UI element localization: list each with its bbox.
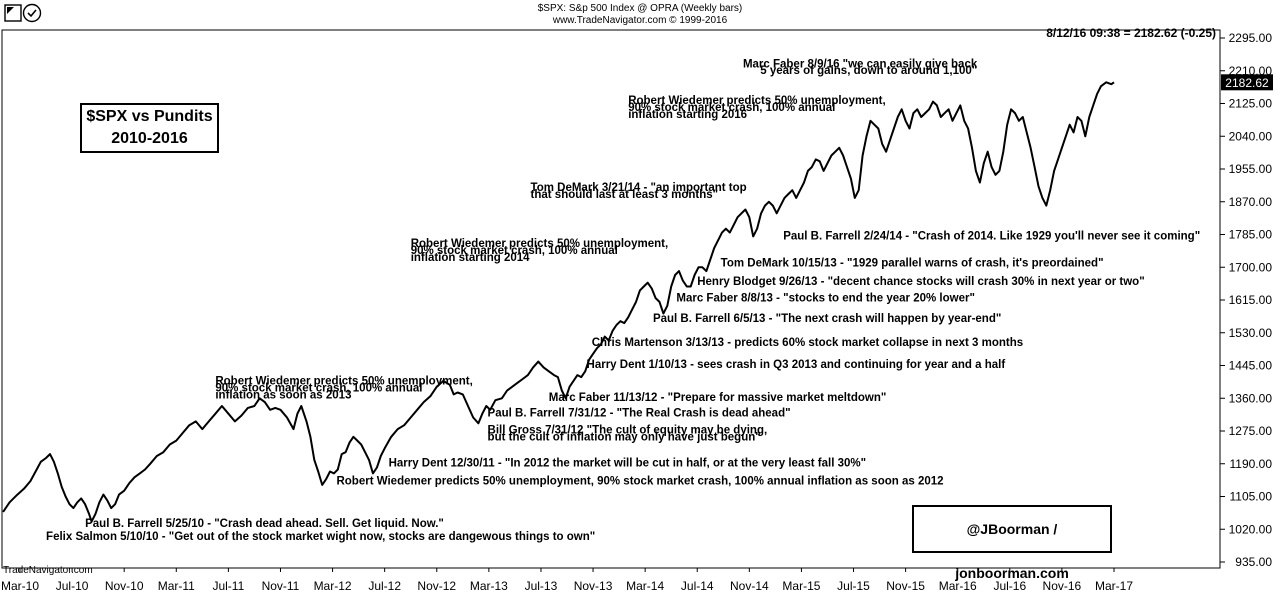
plot-frame xyxy=(1,29,1221,569)
y-tick-label: 2295.00 xyxy=(1229,31,1273,45)
annotation-layer: Felix Salmon 5/10/10 - "Get out of the s… xyxy=(46,58,1200,543)
pundit-annotation: Marc Faber 11/13/12 - "Prepare for massi… xyxy=(549,392,887,404)
x-tick-label: Nov-11 xyxy=(262,579,300,593)
y-tick-label: 935.00 xyxy=(1235,555,1272,569)
pundit-annotation: 90% stock market crash, 100% annual xyxy=(215,382,422,394)
x-tick-label: Mar-16 xyxy=(939,579,977,593)
last-price-tag-label: 2182.62 xyxy=(1225,76,1269,90)
y-tick-label: 1785.00 xyxy=(1229,228,1273,242)
x-axis: Mar-10 Jul-10 Nov-10 Mar-11 Jul-11 Nov-11 Mar-… xyxy=(1,568,1133,593)
window-corner-icon[interactable] xyxy=(4,4,22,22)
pundit-annotation: inflation starting 2014 xyxy=(411,252,530,264)
y-tick-label: 1530.00 xyxy=(1229,326,1273,340)
x-tick-label: Mar-14 xyxy=(626,579,664,593)
x-tick-label: Nov-15 xyxy=(886,579,925,593)
pundit-annotation: Robert Wiedemer predicts 50% unemploymen… xyxy=(628,95,885,107)
pundit-annotation: but the cult of inflation may only have … xyxy=(488,432,761,444)
pundit-annotation: Tom DeMark 10/15/13 - "1929 parallel war… xyxy=(721,257,1104,269)
x-tick-label: Nov-12 xyxy=(417,579,456,593)
tradenavigator-watermark: TradeNavigator.com xyxy=(3,565,93,576)
y-tick-label: 1955.00 xyxy=(1229,162,1273,176)
pundit-annotation: Bill Gross 7/31/12 "The cult of equity m… xyxy=(488,425,768,437)
y-tick-label: 1615.00 xyxy=(1229,293,1273,307)
x-tick-label: Jul-14 xyxy=(681,579,714,593)
chart-title: $SPX vs Pundits xyxy=(86,108,213,125)
author-handle-box: @JBoorman / jonboorman.com xyxy=(912,505,1112,581)
pundit-annotation: inflation as soon as 2013 xyxy=(215,389,351,401)
x-tick-label: Mar-15 xyxy=(782,579,820,593)
x-tick-label: Nov-13 xyxy=(574,579,613,593)
pundit-annotation: Robert Wiedemer predicts 50% unemploymen… xyxy=(411,238,668,250)
author-handle: @JBoorman / jonboorman.com xyxy=(955,521,1069,581)
pundit-annotation: that should last at least 3 months" xyxy=(531,189,719,201)
x-tick-label: Mar-17 xyxy=(1095,579,1133,593)
last-price-tag: 2182.62 xyxy=(1221,74,1273,91)
y-tick-label: 1105.00 xyxy=(1230,490,1273,504)
pundit-annotation: inflation starting 2016 xyxy=(628,109,747,121)
pundit-annotation: Paul B. Farrell 2/24/14 - "Crash of 2014… xyxy=(783,231,1200,243)
plot-border xyxy=(1,29,1221,569)
pundit-annotation: 90% stock market crash, 100% annual xyxy=(628,102,835,114)
x-tick-label: Jul-15 xyxy=(837,579,870,593)
y-tick-label: 1700.00 xyxy=(1229,260,1273,274)
y-tick-label: 1870.00 xyxy=(1229,195,1273,209)
y-tick-label: 1445.00 xyxy=(1229,359,1273,373)
x-tick-label: Jul-11 xyxy=(212,579,244,593)
chart-title-box: $SPX vs Pundits 2010-2016 xyxy=(80,103,219,153)
x-tick-label: Mar-12 xyxy=(314,579,352,593)
pundit-annotation: 5 years of gains, down to around 1,100" xyxy=(760,65,977,77)
last-price-tag-bg xyxy=(1221,74,1273,91)
check-circle-icon[interactable] xyxy=(22,3,42,23)
x-tick-label: Jul-16 xyxy=(993,579,1026,593)
x-tick-label: Nov-16 xyxy=(1043,579,1082,593)
x-tick-label: Mar-10 xyxy=(1,579,39,593)
pundit-annotation: Paul B. Farrell 7/31/12 - "The Real Cras… xyxy=(488,408,791,420)
pundit-annotation: Felix Salmon 5/10/10 - "Get out of the s… xyxy=(46,531,595,543)
y-tick-label: 1190.00 xyxy=(1230,457,1273,471)
x-tick-label: Nov-14 xyxy=(730,579,769,593)
y-tick-label: 2210.00 xyxy=(1229,64,1273,78)
x-tick-label: Mar-11 xyxy=(158,579,195,593)
y-tick-label: 1275.00 xyxy=(1229,424,1273,438)
pundit-annotation: Paul B. Farrell 5/25/10 - "Crash dead ah… xyxy=(85,518,444,530)
pundit-annotation: Marc Faber 8/9/16 "we can easily give ba… xyxy=(743,58,978,70)
y-tick-label: 1360.00 xyxy=(1229,391,1273,405)
y-tick-label: 2125.00 xyxy=(1229,97,1273,111)
pundit-annotation: Chris Martenson 3/13/13 - predicts 60% s… xyxy=(592,337,1023,349)
pundit-annotation: Tom DeMark 3/21/14 - "an important top xyxy=(531,182,747,194)
pundit-annotation: Robert Wiedemer predicts 50% unemploymen… xyxy=(215,375,472,387)
pundit-annotation: Marc Faber 8/8/13 - "stocks to end the y… xyxy=(676,293,975,305)
chart-header-source: www.TradeNavigator.com © 1999-2016 xyxy=(552,15,728,26)
chart-subtitle: 2010-2016 xyxy=(111,130,188,147)
pundit-annotation: Paul B. Farrell 6/5/13 - "The next crash… xyxy=(653,313,1001,325)
pundit-annotation: Harry Dent 12/30/11 - "In 2012 the marke… xyxy=(389,457,867,469)
y-axis: 2295.00 2210.00 2125.00 2040.00 1955.00 1870.… xyxy=(1220,31,1272,569)
x-tick-label: Mar-13 xyxy=(470,579,508,593)
x-tick-label: Nov-10 xyxy=(105,579,144,593)
y-tick-label: 1020.00 xyxy=(1229,522,1273,536)
pundit-annotation: Robert Wiedemer predicts 50% unemploymen… xyxy=(336,476,943,488)
x-tick-label: Jul-13 xyxy=(525,579,558,593)
quote-readout: 8/12/16 09:38 = 2182.62 (-0.25) xyxy=(1046,26,1216,40)
spx-price-line xyxy=(2,81,1115,523)
pundit-annotation: 90% stock market crash, 100% annual xyxy=(411,245,618,257)
x-tick-label: Jul-12 xyxy=(368,579,401,593)
y-tick-label: 2040.00 xyxy=(1229,129,1273,143)
pundit-annotation: Henry Blodget 9/26/13 - "decent chance s… xyxy=(697,276,1144,288)
x-tick-label: Jul-10 xyxy=(56,579,89,593)
pundit-annotation: Harry Dent 1/10/13 - sees crash in Q3 20… xyxy=(587,359,1006,371)
chart-header-symbol: $SPX: S&p 500 Index @ OPRA (Weekly bars) xyxy=(537,3,743,14)
series-layer xyxy=(2,81,1115,523)
